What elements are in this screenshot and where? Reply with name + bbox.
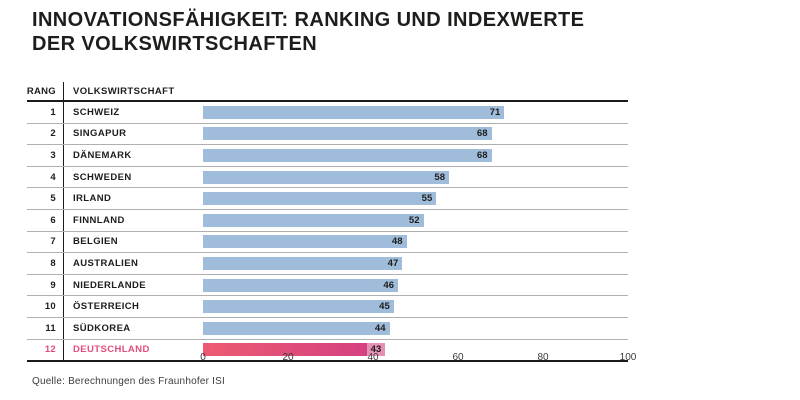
bar-value-label: 58	[434, 171, 445, 183]
rank-cell: 9	[27, 274, 64, 296]
bar-value-label: 46	[383, 279, 394, 291]
x-axis-tick-label: 40	[367, 352, 379, 363]
bar: 68	[202, 148, 492, 162]
page-title-line2: DER VOLKSWIRTSCHAFTEN	[32, 33, 318, 55]
x-axis-tick-label: 60	[452, 352, 464, 363]
bar-track: 47	[202, 256, 628, 270]
rank-column-header: RANG	[27, 82, 64, 100]
table-row: 4 SCHWEDEN 58	[27, 166, 628, 189]
country-label: DEUTSCHLAND	[73, 344, 150, 356]
bar-track: 68	[202, 127, 628, 141]
country-label: NIEDERLANDE	[73, 279, 147, 291]
bar-track: 71	[202, 105, 628, 119]
x-axis: 0 20 40 60 80 100	[200, 352, 636, 366]
table-body: 1 SCHWEIZ 71 2 SINGAPUR 68 3 DÄNEMARK 68 4 SCHWEDE…	[27, 102, 628, 363]
rank-cell: 6	[27, 209, 64, 231]
table-row: 3 DÄNEMARK 68	[27, 145, 628, 167]
table-row: 1 SCHWEIZ 71	[27, 102, 628, 124]
rank-cell: 5	[27, 188, 64, 209]
bar: 55	[202, 192, 437, 206]
bar: 68	[202, 127, 492, 141]
x-axis-tick-label: 0	[200, 352, 206, 363]
bar-track: 48	[202, 235, 628, 249]
bar-track: 44	[202, 321, 628, 335]
table-row: 9 NIEDERLANDE 46	[27, 274, 628, 297]
bar: 52	[202, 213, 424, 227]
bar: 58	[202, 170, 449, 184]
bar-track: 68	[202, 148, 628, 162]
country-label: BELGIEN	[73, 236, 119, 248]
country-label: IRLAND	[73, 193, 112, 205]
bar-track: 46	[202, 278, 628, 292]
country-label: AUSTRALIEN	[73, 257, 139, 269]
highlighted-bar: 43	[202, 343, 386, 357]
bar-value-label: 55	[421, 193, 433, 205]
table-row: 11 SÜDKOREA 44	[27, 317, 628, 340]
table-row: 5 IRLAND 55	[27, 188, 628, 210]
bar: 47	[202, 256, 403, 270]
bar: 46	[202, 278, 398, 292]
rank-cell: 8	[27, 253, 64, 274]
bar-track: 43	[202, 343, 628, 357]
table-header-row: RANG VOLKSWIRTSCHAFT	[27, 82, 628, 102]
rank-cell: 12	[27, 339, 64, 361]
x-axis-tick-label: 20	[282, 352, 294, 363]
rank-cell: 10	[27, 296, 64, 317]
rank-cell: 2	[27, 123, 64, 145]
rank-cell: 4	[27, 166, 64, 188]
header-bar-spacer	[203, 85, 628, 98]
bar-value-label: 44	[374, 322, 386, 334]
table-row: 12 DEUTSCHLAND 43	[27, 339, 628, 363]
bar-value-label: 68	[476, 149, 488, 161]
bar: 44	[202, 321, 390, 335]
ranking-table: RANG VOLKSWIRTSCHAFT 1 SCHWEIZ 71 2 SINGAPUR…	[27, 82, 628, 363]
bar: 48	[202, 235, 407, 249]
table-row: 10 ÖSTERREICH 45	[27, 296, 628, 318]
country-label: ÖSTERREICH	[73, 301, 140, 313]
bar-track: 55	[202, 192, 628, 206]
bar-value-label: 48	[391, 236, 403, 248]
table-row: 8 AUSTRALIEN 47	[27, 253, 628, 275]
page-title-line1: INNOVATIONSFÄHIGKEIT: RANKING UND INDEXW…	[32, 9, 585, 31]
bar-value-label: 45	[379, 301, 390, 313]
bar-value-label: 43	[366, 343, 386, 357]
country-label: FINNLAND	[73, 214, 125, 226]
x-axis-tick-label: 100	[619, 352, 637, 363]
rank-cell: 11	[27, 317, 64, 339]
bar-track: 52	[202, 213, 628, 227]
source-note: Quelle: Berechnungen des Fraunhofer ISI	[32, 376, 225, 387]
table-row: 6 FINNLAND 52	[27, 209, 628, 232]
rank-cell: 3	[27, 145, 64, 166]
country-column-header: VOLKSWIRTSCHAFT	[73, 85, 175, 97]
page-title: INNOVATIONSFÄHIGKEIT: RANKING UND INDEXW…	[32, 8, 672, 56]
country-label: SINGAPUR	[73, 128, 127, 140]
rank-cell: 1	[27, 102, 64, 123]
bar-value-label: 71	[489, 106, 501, 118]
bar: 45	[202, 300, 394, 314]
rank-cell: 7	[27, 231, 64, 253]
country-label: SCHWEIZ	[73, 106, 120, 118]
bar-value-label: 68	[476, 128, 488, 140]
x-axis-tick-label: 80	[537, 352, 549, 363]
table-row: 2 SINGAPUR 68	[27, 123, 628, 146]
country-label: SCHWEDEN	[73, 171, 132, 183]
country-label: DÄNEMARK	[73, 149, 132, 161]
bar-value-label: 47	[387, 257, 399, 269]
bar-track: 45	[202, 300, 628, 314]
country-label: SÜDKOREA	[73, 322, 131, 334]
bar-track: 58	[202, 170, 628, 184]
table-row: 7 BELGIEN 48	[27, 231, 628, 254]
bar: 71	[202, 105, 505, 119]
bar-value-label: 52	[408, 214, 420, 226]
